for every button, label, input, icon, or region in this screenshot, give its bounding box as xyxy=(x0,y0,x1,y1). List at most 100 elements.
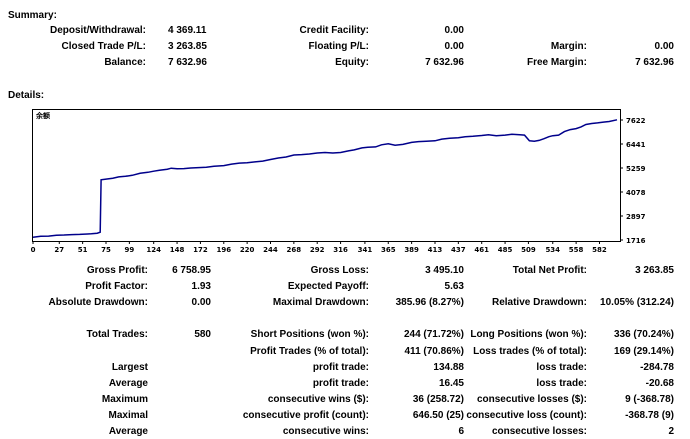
y-tick-label: 7622 xyxy=(626,117,646,125)
largest-label: Largest xyxy=(111,362,148,373)
x-tick-label: 27 xyxy=(54,246,64,254)
gross-profit-label: Gross Profit: xyxy=(86,265,148,276)
cons-loss-label: consecutive loss (count): xyxy=(466,410,587,421)
x-tick-label: 341 xyxy=(358,246,373,254)
x-tick-label: 534 xyxy=(545,246,560,254)
x-tick-label: 0 xyxy=(31,246,36,254)
maximum-label: Maximum xyxy=(101,394,148,405)
closed-pl-label: Closed Trade P/L: xyxy=(61,41,146,52)
net-profit-value: 3 263.85 xyxy=(635,265,674,276)
closed-pl-value: 3 263.85 xyxy=(168,41,207,52)
cons-loss-value: -368.78 (9) xyxy=(625,410,674,421)
x-tick-label: 172 xyxy=(193,246,208,254)
gross-loss-label: Gross Loss: xyxy=(310,265,369,276)
floating-label: Floating P/L: xyxy=(308,41,369,52)
average-profit-label: profit trade: xyxy=(312,378,369,389)
maximal-label: Maximal xyxy=(108,410,148,421)
balance-chart-svg: 余额 0 27 51 75 99 124 148 172 196 220 244 268 292 316 34… xyxy=(31,109,646,254)
deposit-value: 4 369.11 xyxy=(168,25,207,36)
abs-drawdown-value: 0.00 xyxy=(191,297,211,308)
cons-wins-label: consecutive wins ($): xyxy=(267,394,369,405)
x-tick-label: 461 xyxy=(474,246,489,254)
balance-value: 7 632.96 xyxy=(168,57,207,68)
loss-trades-value: 169 (29.14%) xyxy=(613,346,674,357)
short-positions-label: Short Positions (won %): xyxy=(250,329,369,340)
x-tick-label: 268 xyxy=(287,246,302,254)
loss-trades-label: Loss trades (% of total): xyxy=(473,346,587,357)
balance-chart: 余额 0 27 51 75 99 124 148 172 196 220 244 268 292 316 34… xyxy=(31,109,646,254)
avg-cons-wins-value: 6 xyxy=(458,426,464,437)
average-loss-label: loss trade: xyxy=(536,378,587,389)
abs-drawdown-label: Absolute Drawdown: xyxy=(48,297,148,308)
y-tick-label: 6441 xyxy=(626,141,646,149)
y-tick-label: 1716 xyxy=(626,237,646,245)
equity-label: Equity: xyxy=(335,57,369,68)
x-tick-label: 365 xyxy=(381,246,396,254)
average-label: Average xyxy=(108,378,148,389)
long-positions-value: 336 (70.24%) xyxy=(613,329,674,340)
x-tick-label: 316 xyxy=(333,246,348,254)
total-trades-label: Total Trades: xyxy=(86,329,149,340)
average2-label: Average xyxy=(108,426,148,437)
total-trades-value: 580 xyxy=(194,329,211,340)
gross-profit-value: 6 758.95 xyxy=(172,265,211,276)
profit-factor-label: Profit Factor: xyxy=(85,281,148,292)
x-tick-label: 244 xyxy=(263,246,278,254)
margin-label: Margin: xyxy=(550,41,587,52)
chart-frame xyxy=(32,109,621,242)
details-title: Details: xyxy=(8,90,45,101)
avg-cons-losses-label: consecutive losses: xyxy=(491,426,587,437)
max-drawdown-label: Maximal Drawdown: xyxy=(272,297,369,308)
x-tick-label: 75 xyxy=(101,246,111,254)
average-profit-value: 16.45 xyxy=(438,378,464,389)
avg-cons-losses-value: 2 xyxy=(668,426,674,437)
x-tick-label: 148 xyxy=(170,246,185,254)
cons-losses-label: consecutive losses ($): xyxy=(476,394,587,405)
rel-drawdown-label: Relative Drawdown: xyxy=(491,297,587,308)
x-tick-label: 99 xyxy=(124,246,134,254)
x-tick-label: 51 xyxy=(78,246,88,254)
profit-factor-value: 1.93 xyxy=(191,281,211,292)
x-tick-label: 196 xyxy=(216,246,231,254)
average-loss-value: -20.68 xyxy=(645,378,674,389)
margin-value: 0.00 xyxy=(654,41,674,52)
equity-value: 7 632.96 xyxy=(425,57,464,68)
cons-profit-value: 646.50 (25) xyxy=(412,410,464,421)
avg-cons-wins-label: consecutive wins: xyxy=(282,426,369,437)
expected-payoff-label: Expected Payoff: xyxy=(287,281,369,292)
y-tick-label: 5259 xyxy=(626,165,646,173)
expected-payoff-value: 5.63 xyxy=(444,281,464,292)
cons-wins-value: 36 (258.72) xyxy=(412,394,464,405)
profit-trades-label: Profit Trades (% of total): xyxy=(250,346,369,357)
short-positions-value: 244 (71.72%) xyxy=(403,329,464,340)
x-tick-label: 582 xyxy=(592,246,607,254)
largest-profit-label: profit trade: xyxy=(312,362,369,373)
free-margin-label: Free Margin: xyxy=(526,57,587,68)
x-tick-label: 558 xyxy=(569,246,584,254)
free-margin-value: 7 632.96 xyxy=(635,57,674,68)
max-drawdown-value: 385.96 (8.27%) xyxy=(395,297,464,308)
y-tick-label: 4078 xyxy=(626,189,646,197)
cons-losses-value: 9 (-368.78) xyxy=(625,394,674,405)
x-tick-label: 509 xyxy=(521,246,536,254)
chart-title: 余额 xyxy=(35,111,50,120)
x-tick-label: 124 xyxy=(146,246,161,254)
x-tick-label: 437 xyxy=(451,246,466,254)
balance-label: Balance: xyxy=(104,57,146,68)
largest-loss-value: -284.78 xyxy=(640,362,674,373)
net-profit-label: Total Net Profit: xyxy=(512,265,587,276)
x-tick-label: 485 xyxy=(498,246,513,254)
x-tick-label: 389 xyxy=(404,246,419,254)
y-tick-label: 2897 xyxy=(626,213,646,221)
x-tick-label: 413 xyxy=(428,246,443,254)
balance-series-line xyxy=(32,119,618,239)
largest-loss-label: loss trade: xyxy=(536,362,587,373)
credit-label: Credit Facility: xyxy=(299,25,369,36)
gross-loss-value: 3 495.10 xyxy=(425,265,464,276)
profit-trades-value: 411 (70.86%) xyxy=(404,346,465,357)
deposit-label: Deposit/Withdrawal: xyxy=(49,25,146,36)
x-tick-label: 292 xyxy=(310,246,325,254)
long-positions-label: Long Positions (won %): xyxy=(470,329,587,340)
largest-profit-value: 134.88 xyxy=(433,362,464,373)
x-tick-label: 220 xyxy=(240,246,255,254)
